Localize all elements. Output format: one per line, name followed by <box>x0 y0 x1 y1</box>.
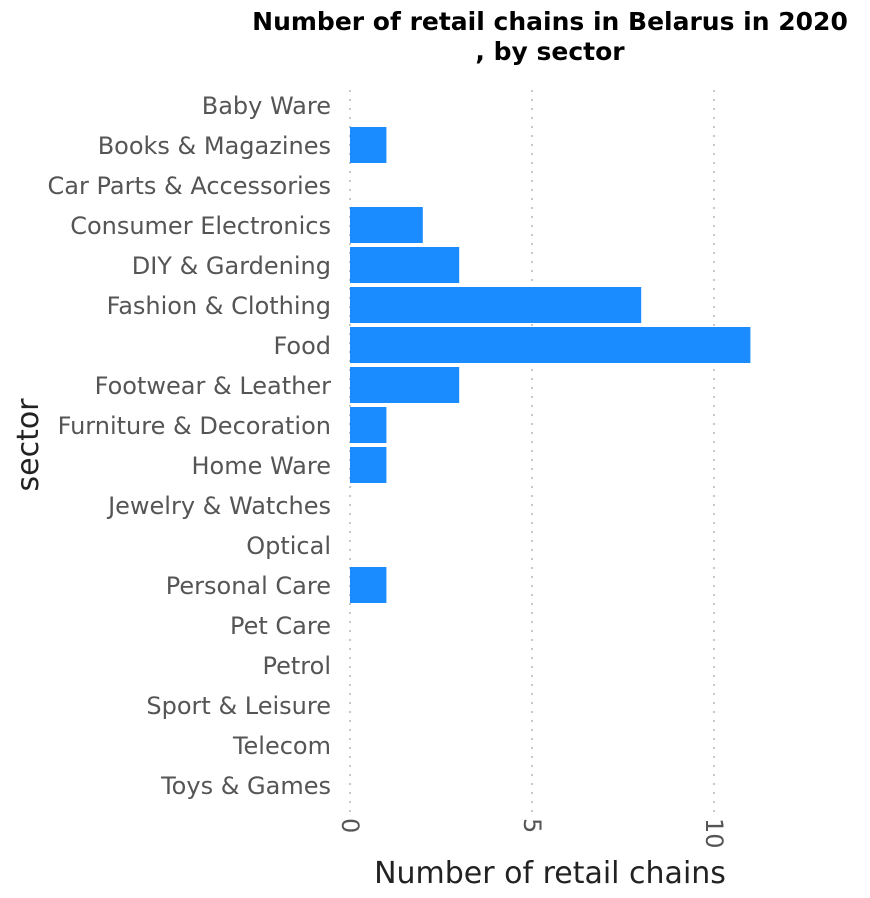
y-axis-title: sector <box>11 398 46 492</box>
bar <box>350 367 460 403</box>
category-label: Pet Care <box>230 612 331 640</box>
category-label: Car Parts & Accessories <box>48 172 331 200</box>
bar <box>350 127 387 163</box>
bar <box>350 247 460 283</box>
x-tick-label: 0 <box>336 818 364 833</box>
category-label: Telecom <box>232 732 331 760</box>
bar <box>350 207 423 243</box>
x-tick-label: 10 <box>700 818 728 849</box>
category-label: Fashion & Clothing <box>107 292 331 320</box>
category-label: DIY & Gardening <box>132 252 331 280</box>
x-tick-labels: 0 5 10 <box>336 818 728 849</box>
category-label: Furniture & Decoration <box>58 412 331 440</box>
category-label: Optical <box>246 532 331 560</box>
category-label: Toys & Games <box>160 772 331 800</box>
category-label: Food <box>273 332 331 360</box>
category-label: Sport & Leisure <box>146 692 331 720</box>
bar <box>350 567 387 603</box>
category-label: Books & Magazines <box>98 132 331 160</box>
grid <box>349 90 715 815</box>
category-label: Petrol <box>263 652 331 680</box>
chart-title-line: , by sector <box>475 37 625 66</box>
category-label: Baby Ware <box>202 92 331 120</box>
bar <box>350 327 751 363</box>
category-label: Consumer Electronics <box>70 212 331 240</box>
bar <box>350 287 642 323</box>
x-axis-title: Number of retail chains <box>374 856 726 891</box>
category-label: Home Ware <box>191 452 331 480</box>
chart-title: Number of retail chains in Belarus in 20… <box>252 7 848 66</box>
x-tick-label: 5 <box>518 818 546 833</box>
chart-title-line: Number of retail chains in Belarus in 20… <box>252 7 848 36</box>
category-label: Personal Care <box>166 572 331 600</box>
category-label: Jewelry & Watches <box>106 492 331 520</box>
category-labels: Baby Ware Books & Magazines Car Parts & Ac… <box>48 92 332 800</box>
bars <box>350 127 751 603</box>
category-label: Footwear & Leather <box>95 372 331 400</box>
bar <box>350 447 387 483</box>
bar <box>350 407 387 443</box>
